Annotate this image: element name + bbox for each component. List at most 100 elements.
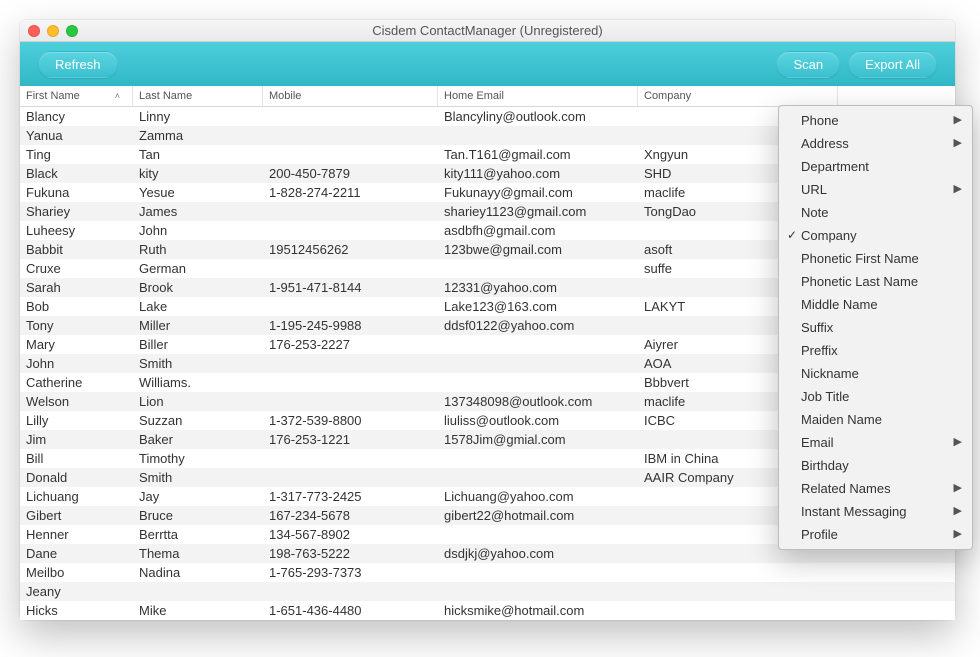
table-row[interactable]: Jeany bbox=[20, 582, 955, 601]
menu-item[interactable]: Note bbox=[779, 201, 972, 224]
cell: Yesue bbox=[133, 185, 263, 200]
menu-item-label: Related Names bbox=[799, 479, 954, 498]
cell: hicksmike@hotmail.com bbox=[438, 603, 638, 618]
menu-item-label: Company bbox=[799, 226, 962, 245]
menu-item-label: URL bbox=[799, 180, 954, 199]
cell: 1-765-293-7373 bbox=[263, 565, 438, 580]
menu-item[interactable]: ✓Company bbox=[779, 224, 972, 247]
menu-item[interactable]: Preffix bbox=[779, 339, 972, 362]
cell: Ting bbox=[20, 147, 133, 162]
submenu-arrow-icon: ▶ bbox=[954, 433, 962, 452]
column-header[interactable]: First Name˄ bbox=[20, 86, 133, 106]
cell: 1-195-245-9988 bbox=[263, 318, 438, 333]
menu-item[interactable]: Profile▶ bbox=[779, 523, 972, 546]
cell: Suzzan bbox=[133, 413, 263, 428]
cell: 1-828-274-2211 bbox=[263, 185, 438, 200]
menu-item-label: Phone bbox=[799, 111, 954, 130]
app-window: Cisdem ContactManager (Unregistered) Ref… bbox=[20, 20, 955, 620]
column-header-label: Company bbox=[644, 90, 691, 102]
menu-item-label: Profile bbox=[799, 525, 954, 544]
cell: 137348098@outlook.com bbox=[438, 394, 638, 409]
menu-item-label: Instant Messaging bbox=[799, 502, 954, 521]
menu-item-label: Nickname bbox=[799, 364, 962, 383]
cell: Catherine bbox=[20, 375, 133, 390]
refresh-button[interactable]: Refresh bbox=[38, 51, 118, 78]
cell: Williams. bbox=[133, 375, 263, 390]
menu-item-label: Preffix bbox=[799, 341, 962, 360]
column-context-menu: Phone▶Address▶DepartmentURL▶Note✓Company… bbox=[778, 105, 973, 550]
column-header[interactable] bbox=[838, 86, 955, 106]
cell: liuliss@outlook.com bbox=[438, 413, 638, 428]
cell: Baker bbox=[133, 432, 263, 447]
table-row[interactable]: HicksMike1-651-436-4480hicksmike@hotmail… bbox=[20, 601, 955, 620]
menu-item[interactable]: Birthday bbox=[779, 454, 972, 477]
cell: Biller bbox=[133, 337, 263, 352]
submenu-arrow-icon: ▶ bbox=[954, 479, 962, 498]
cell: Ruth bbox=[133, 242, 263, 257]
cell: 200-450-7879 bbox=[263, 166, 438, 181]
cell: Babbit bbox=[20, 242, 133, 257]
scan-button[interactable]: Scan bbox=[776, 51, 840, 78]
sort-asc-icon: ˄ bbox=[115, 91, 120, 101]
menu-item-label: Maiden Name bbox=[799, 410, 962, 429]
table-row[interactable]: MeilboNadina1-765-293-7373 bbox=[20, 563, 955, 582]
cell: 1-951-471-8144 bbox=[263, 280, 438, 295]
column-header[interactable]: Mobile bbox=[263, 86, 438, 106]
cell: Lion bbox=[133, 394, 263, 409]
cell: 19512456262 bbox=[263, 242, 438, 257]
column-header[interactable]: Last Name bbox=[133, 86, 263, 106]
column-header[interactable]: Home Email bbox=[438, 86, 638, 106]
menu-item[interactable]: URL▶ bbox=[779, 178, 972, 201]
cell: Mike bbox=[133, 603, 263, 618]
cell: 1578Jim@gmial.com bbox=[438, 432, 638, 447]
table-header: First Name˄Last NameMobileHome Email Comp… bbox=[20, 86, 955, 107]
menu-item-label: Middle Name bbox=[799, 295, 962, 314]
menu-item[interactable]: Suffix bbox=[779, 316, 972, 339]
cell: Jim bbox=[20, 432, 133, 447]
menu-item[interactable]: Department bbox=[779, 155, 972, 178]
titlebar: Cisdem ContactManager (Unregistered) bbox=[20, 20, 955, 42]
menu-item-label: Phonetic Last Name bbox=[799, 272, 962, 291]
menu-item[interactable]: Maiden Name bbox=[779, 408, 972, 431]
submenu-arrow-icon: ▶ bbox=[954, 134, 962, 153]
cell: Hicks bbox=[20, 603, 133, 618]
cell: 134-567-8902 bbox=[263, 527, 438, 542]
export-all-button[interactable]: Export All bbox=[848, 51, 937, 78]
menu-item[interactable]: Related Names▶ bbox=[779, 477, 972, 500]
cell: gibert22@hotmail.com bbox=[438, 508, 638, 523]
cell: Lake123@163.com bbox=[438, 299, 638, 314]
cell: Bob bbox=[20, 299, 133, 314]
cell: asdbfh@gmail.com bbox=[438, 223, 638, 238]
cell: kity bbox=[133, 166, 263, 181]
menu-item[interactable]: Middle Name bbox=[779, 293, 972, 316]
column-header[interactable]: Company bbox=[638, 86, 838, 106]
menu-item[interactable]: Instant Messaging▶ bbox=[779, 500, 972, 523]
cell: kity111@yahoo.com bbox=[438, 166, 638, 181]
cell: Meilbo bbox=[20, 565, 133, 580]
cell: Fukunayy@gmail.com bbox=[438, 185, 638, 200]
menu-item[interactable]: Phonetic Last Name bbox=[779, 270, 972, 293]
cell: Linny bbox=[133, 109, 263, 124]
cell: Bill bbox=[20, 451, 133, 466]
menu-item-label: Phonetic First Name bbox=[799, 249, 962, 268]
cell: shariey1123@gmail.com bbox=[438, 204, 638, 219]
menu-item[interactable]: Email▶ bbox=[779, 431, 972, 454]
minimize-icon[interactable] bbox=[47, 25, 59, 37]
menu-item[interactable]: Nickname bbox=[779, 362, 972, 385]
menu-item-label: Department bbox=[799, 157, 962, 176]
window-title: Cisdem ContactManager (Unregistered) bbox=[372, 23, 602, 38]
cell: Berrtta bbox=[133, 527, 263, 542]
cell: John bbox=[133, 223, 263, 238]
submenu-arrow-icon: ▶ bbox=[954, 111, 962, 130]
menu-item[interactable]: Phonetic First Name bbox=[779, 247, 972, 270]
menu-item[interactable]: Address▶ bbox=[779, 132, 972, 155]
menu-item[interactable]: Job Title bbox=[779, 385, 972, 408]
cell: ddsf0122@yahoo.com bbox=[438, 318, 638, 333]
cell: Cruxe bbox=[20, 261, 133, 276]
close-icon[interactable] bbox=[28, 25, 40, 37]
menu-item[interactable]: Phone▶ bbox=[779, 109, 972, 132]
cell: Jeany bbox=[20, 584, 133, 599]
cell: Mary bbox=[20, 337, 133, 352]
submenu-arrow-icon: ▶ bbox=[954, 180, 962, 199]
zoom-icon[interactable] bbox=[66, 25, 78, 37]
